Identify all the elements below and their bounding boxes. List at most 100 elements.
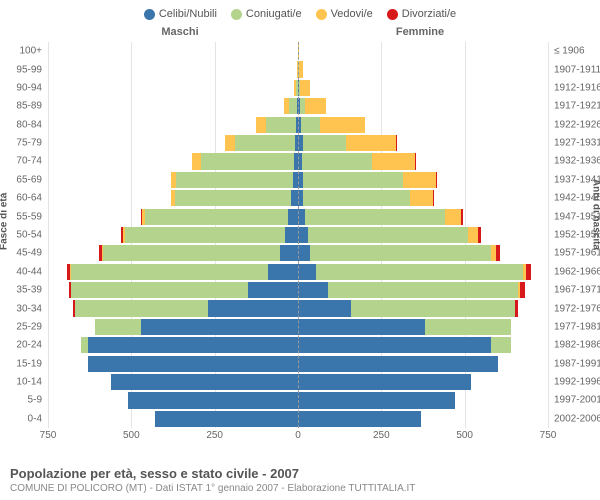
- male-side: [48, 245, 298, 261]
- bar-segment: [95, 319, 142, 335]
- bar-segment: [515, 300, 518, 316]
- x-tick-label: 750: [40, 430, 57, 441]
- bar-segment: [103, 245, 280, 261]
- birth-year-label: 1997-2001: [554, 395, 600, 406]
- female-side: [298, 319, 548, 335]
- bar-segment: [491, 337, 511, 353]
- bar-segment: [436, 172, 437, 188]
- x-tick-label: 0: [295, 430, 301, 441]
- birth-year-label: 1922-1926: [554, 119, 600, 130]
- bar-segment: [301, 117, 319, 133]
- x-tick-label: 500: [123, 430, 140, 441]
- age-label: 0-4: [28, 413, 42, 424]
- legend: Celibi/NubiliConiugati/eVedovi/eDivorzia…: [0, 0, 600, 24]
- bar-segment: [298, 227, 308, 243]
- bar-segment: [433, 190, 434, 206]
- bar-segment: [298, 374, 471, 390]
- age-label: 70-74: [16, 156, 42, 167]
- female-side: [298, 374, 548, 390]
- bar-segment: [289, 98, 297, 114]
- legend-swatch: [144, 9, 155, 20]
- female-side: [298, 153, 548, 169]
- age-label: 30-34: [16, 303, 42, 314]
- x-tick-label: 250: [206, 430, 223, 441]
- male-side: [48, 374, 298, 390]
- male-side: [48, 61, 298, 77]
- plot-area: [48, 42, 548, 428]
- female-side: [298, 356, 548, 372]
- age-label: 60-64: [16, 193, 42, 204]
- male-side: [48, 264, 298, 280]
- female-side: [298, 209, 548, 225]
- male-side: [48, 117, 298, 133]
- female-side: [298, 392, 548, 408]
- bar-segment: [320, 117, 365, 133]
- legend-item: Coniugati/e: [231, 8, 302, 20]
- male-side: [48, 209, 298, 225]
- birth-year-label: 1952-1956: [554, 230, 600, 241]
- bar-segment: [305, 98, 327, 114]
- gender-labels: Maschi Femmine: [0, 26, 600, 38]
- birth-year-label: 1932-1936: [554, 156, 600, 167]
- x-axis: 7505002500250500750: [48, 430, 548, 444]
- age-label: 50-54: [16, 230, 42, 241]
- bar-segment: [176, 172, 293, 188]
- bar-segment: [303, 190, 410, 206]
- bar-segment: [346, 135, 396, 151]
- birth-year-label: 1957-1961: [554, 248, 600, 259]
- age-label: 10-14: [16, 377, 42, 388]
- age-label: 25-29: [16, 321, 42, 332]
- age-label: 95-99: [16, 64, 42, 75]
- bar-segment: [111, 374, 298, 390]
- bar-segment: [351, 300, 514, 316]
- male-side: [48, 172, 298, 188]
- bar-segment: [266, 117, 296, 133]
- gender-left-label: Maschi: [60, 26, 300, 38]
- bar-segment: [298, 319, 425, 335]
- y-axis-left: 0-45-910-1415-1920-2425-2930-3435-3940-4…: [0, 42, 46, 428]
- bar-segment: [88, 356, 298, 372]
- chart-subtitle: COMUNE DI POLICORO (MT) - Dati ISTAT 1° …: [10, 483, 590, 494]
- bar-segment: [280, 245, 298, 261]
- bar-segment: [288, 209, 298, 225]
- male-side: [48, 80, 298, 96]
- legend-label: Vedovi/e: [331, 8, 373, 20]
- male-side: [48, 282, 298, 298]
- birth-year-label: 1912-1916: [554, 82, 600, 93]
- bar-segment: [225, 135, 235, 151]
- male-side: [48, 153, 298, 169]
- legend-label: Celibi/Nubili: [159, 8, 217, 20]
- bar-segment: [496, 245, 500, 261]
- bar-segment: [478, 227, 481, 243]
- x-tick-label: 250: [373, 430, 390, 441]
- female-side: [298, 98, 548, 114]
- legend-swatch: [387, 9, 398, 20]
- bar-segment: [235, 135, 295, 151]
- age-label: 100+: [19, 46, 42, 57]
- bar-segment: [75, 300, 208, 316]
- bar-segment: [303, 172, 403, 188]
- female-side: [298, 80, 548, 96]
- x-tick-label: 500: [456, 430, 473, 441]
- bar-segment: [410, 190, 433, 206]
- bar-segment: [175, 190, 292, 206]
- bar-segment: [298, 282, 328, 298]
- age-label: 65-69: [16, 174, 42, 185]
- birth-year-label: 1972-1976: [554, 303, 600, 314]
- x-tick-label: 750: [540, 430, 557, 441]
- chart-footer: Popolazione per età, sesso e stato civil…: [10, 466, 590, 494]
- female-side: [298, 264, 548, 280]
- birth-year-label: 1982-1986: [554, 340, 600, 351]
- male-side: [48, 356, 298, 372]
- bar-segment: [445, 209, 462, 225]
- chart-title: Popolazione per età, sesso e stato civil…: [10, 466, 590, 481]
- legend-swatch: [316, 9, 327, 20]
- bar-segment: [328, 282, 518, 298]
- male-side: [48, 392, 298, 408]
- female-side: [298, 300, 548, 316]
- bar-segment: [291, 190, 298, 206]
- male-side: [48, 300, 298, 316]
- birth-year-label: 1947-1951: [554, 211, 600, 222]
- bar-segment: [415, 153, 416, 169]
- bar-segment: [81, 337, 88, 353]
